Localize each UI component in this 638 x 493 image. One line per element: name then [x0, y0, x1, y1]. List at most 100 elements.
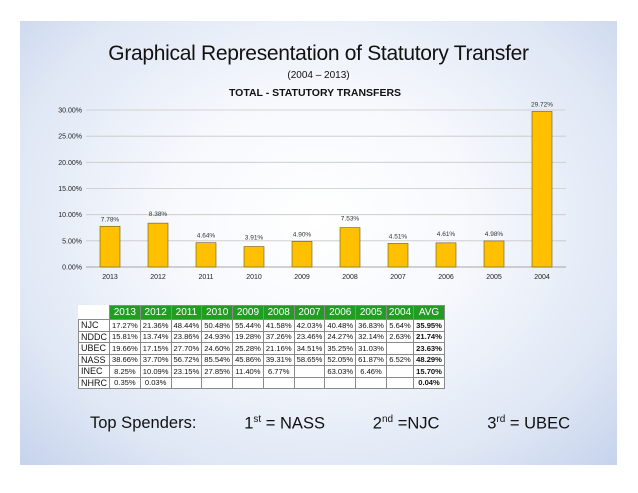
table-cell: 21.16% [262, 342, 295, 355]
third-ordinal: 3 [487, 414, 497, 433]
y-tick-label: 25.00% [58, 134, 82, 141]
y-tick-label: 0.00% [62, 265, 82, 272]
table-cell [232, 376, 264, 389]
table-cell: 25.28% [232, 342, 264, 355]
table-column-header: 2012 [139, 305, 172, 320]
table-cell: 17.27% [109, 319, 141, 332]
x-tick-label: 2008 [342, 274, 358, 281]
table-cell: 19.28% [232, 330, 264, 343]
table-row-label: NJC [78, 319, 110, 332]
x-tick-label: 2013 [102, 274, 118, 281]
x-tick-label: 2007 [390, 274, 406, 281]
table-cell: 42.03% [293, 319, 326, 332]
x-tick-label: 2006 [438, 274, 454, 281]
table-row: NHRC 0.35% 0.03% 0.04% [78, 376, 445, 389]
table-cell [293, 365, 326, 378]
second-ordinal-suffix: nd [381, 414, 394, 425]
table-cell: 36.83% [355, 319, 387, 332]
table-column-header: 2007 [293, 305, 326, 320]
table-cell: 34.51% [293, 342, 326, 355]
footer-first: 1st = NASS [244, 414, 325, 434]
table-header-row: 2013 2012 2011 2010 2009 2008 2007 2006 2005 2004… [78, 305, 445, 320]
top-spenders-footer: Top Spenders: 1st = NASS 2nd =NJC 3rd = … [90, 414, 570, 434]
y-tick-label: 30.00% [58, 108, 82, 115]
table-cell: 56.72% [170, 353, 203, 366]
table-cell: 35.25% [324, 342, 357, 355]
data-label: 4.90% [293, 231, 312, 238]
table-column-header: 2005 [355, 305, 387, 320]
data-label: 7.53% [341, 216, 360, 223]
table-cell [201, 376, 234, 389]
table-cell: 2.63% [385, 330, 415, 343]
table-cell: 24.27% [324, 330, 357, 343]
table-row: INEC 8.25% 10.09% 23.15% 27.85% 11.40% 6.77% 63… [78, 365, 445, 378]
table-cell [262, 376, 295, 389]
table-cell: 19.66% [109, 342, 141, 355]
table-cell [324, 376, 357, 389]
table-cell: 17.15% [139, 342, 172, 355]
table-cell: 61.87% [355, 353, 387, 366]
table-cell: 50.48% [201, 319, 234, 332]
table-avg-cell: 21.74% [413, 330, 445, 343]
chart-title: TOTAL - STATUTORY TRANSFERS [229, 87, 401, 99]
bar-2009 [291, 241, 313, 268]
y-tick-label: 10.00% [58, 212, 82, 219]
bar-2011 [195, 242, 217, 268]
table-cell: 40.48% [324, 319, 357, 332]
second-ordinal: 2 [372, 414, 382, 433]
x-tick-label: 2012 [150, 274, 166, 281]
table-cell [293, 376, 326, 389]
bar-chart: TOTAL - STATUTORY TRANSFERS 0.00% 5.00% 10… [58, 87, 566, 281]
table-cell [385, 376, 415, 389]
table-column-header: 2011 [170, 305, 203, 320]
table-cell: 10.09% [139, 365, 172, 378]
x-tick-label: 2004 [534, 274, 550, 281]
table-cell [385, 342, 415, 355]
table-cell [385, 365, 415, 378]
table-cell: 15.81% [109, 330, 141, 343]
x-tick-label: 2011 [198, 274, 213, 281]
table-cell: 52.05% [324, 353, 357, 366]
table-row-label: INEC [78, 365, 110, 378]
table-column-header: 2008 [262, 305, 295, 320]
table-cell: 24.60% [201, 342, 234, 355]
table-column-header: 2013 [109, 305, 141, 320]
table-cell: 37.70% [139, 353, 172, 366]
table-row-label: NHRC [78, 376, 110, 389]
table-cell: 11.40% [232, 365, 264, 378]
table-cell: 23.86% [170, 330, 203, 343]
footer-second: 2nd =NJC [373, 414, 440, 434]
table-cell: 5.64% [385, 319, 415, 332]
table-cell: 48.44% [170, 319, 203, 332]
table-cell: 6.77% [262, 365, 295, 378]
table-column-header: 2010 [201, 305, 234, 320]
x-tick-label: 2005 [486, 274, 502, 281]
table-cell: 58.65% [293, 353, 326, 366]
table-cell [170, 376, 203, 389]
bar-2012 [147, 222, 169, 268]
table-row-label: UBEC [78, 342, 110, 355]
third-ordinal-suffix: rd [496, 414, 506, 425]
table-cell: 31.03% [355, 342, 387, 355]
table-cell: 24.93% [201, 330, 234, 343]
table-row-label: NDDC [78, 330, 110, 343]
bar-2013 [99, 225, 121, 268]
x-tick-label: 2009 [294, 274, 310, 281]
table-column-header: 2009 [232, 305, 264, 320]
slide-title: Graphical Representation of Statutory Tr… [108, 42, 529, 65]
data-label: 29.72% [531, 101, 553, 108]
bar-2006 [435, 242, 457, 268]
data-label: 4.64% [197, 233, 216, 240]
y-tick-label: 5.00% [62, 238, 82, 245]
table-cell: 27.70% [170, 342, 203, 355]
table-cell: 27.85% [201, 365, 234, 378]
data-label: 4.51% [389, 233, 408, 240]
table-cell: 55.44% [232, 319, 264, 332]
table-cell: 37.26% [262, 330, 295, 343]
table-avg-cell: 23.63% [413, 342, 445, 355]
table-corner-cell [78, 305, 110, 320]
data-label: 8.38% [149, 211, 168, 218]
table-cell: 45.86% [232, 353, 264, 366]
bar-2008 [339, 227, 361, 268]
first-ordinal-suffix: st [253, 414, 262, 425]
